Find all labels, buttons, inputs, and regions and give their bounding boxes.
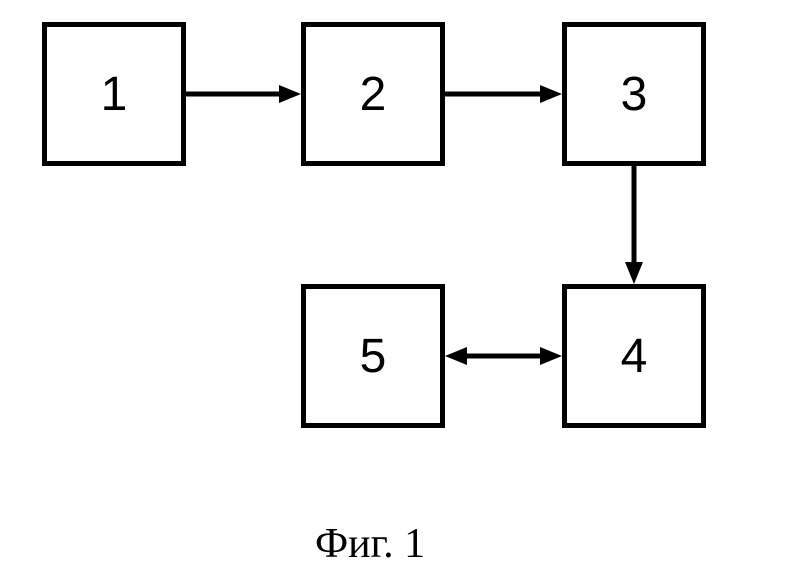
node-label: 2 [360, 67, 387, 122]
node-label: 3 [621, 67, 648, 122]
node-n5: 5 [301, 284, 445, 428]
node-label: 5 [360, 329, 387, 384]
node-label: 4 [621, 329, 648, 384]
diagram-container: Фиг. 1 1 2 3 4 5 [0, 0, 795, 571]
node-n2: 2 [301, 22, 445, 166]
node-n4: 4 [562, 284, 706, 428]
figure-caption: Фиг. 1 [315, 520, 425, 568]
node-n1: 1 [42, 22, 186, 166]
node-n3: 3 [562, 22, 706, 166]
node-label: 1 [101, 67, 128, 122]
